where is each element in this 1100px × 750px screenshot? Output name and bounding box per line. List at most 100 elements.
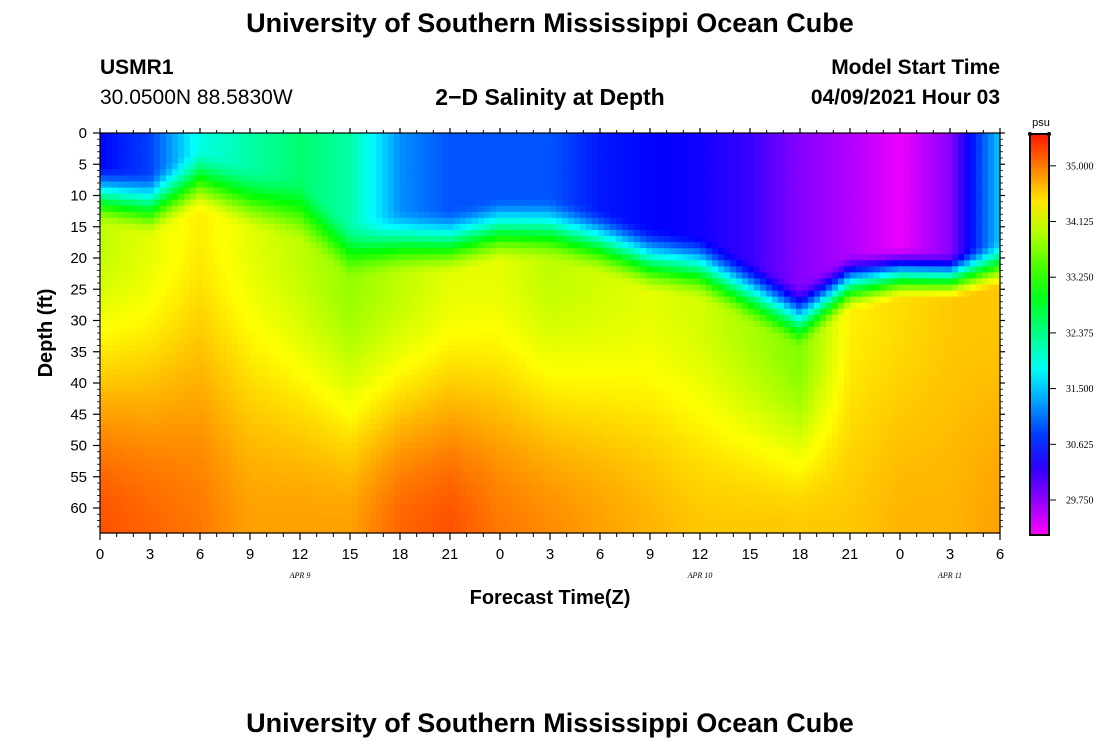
heatmap-cell — [478, 163, 485, 170]
heatmap-cell — [316, 478, 323, 486]
heatmap-cell — [118, 526, 125, 534]
heatmap-cell — [544, 333, 551, 340]
heatmap-cell — [154, 381, 161, 389]
heatmap-cell — [268, 496, 275, 504]
heatmap-cell — [418, 436, 425, 443]
heatmap-cell — [130, 357, 137, 364]
heatmap-cell — [472, 199, 479, 207]
heatmap-cell — [316, 326, 323, 334]
heatmap-cell — [280, 405, 287, 413]
heatmap-cell — [472, 205, 479, 213]
heatmap-cell — [484, 145, 491, 152]
heatmap-cell — [286, 351, 293, 358]
heatmap-cell — [412, 133, 419, 140]
heatmap-cell — [358, 333, 365, 340]
heatmap-cell — [178, 151, 185, 158]
heatmap-cell — [322, 211, 329, 219]
heatmap-cell — [442, 526, 449, 534]
heatmap-cell — [424, 272, 431, 280]
heatmap-cell — [154, 272, 161, 280]
heatmap-cell — [514, 405, 521, 413]
heatmap-cell — [394, 133, 401, 140]
heatmap-cell — [418, 320, 425, 328]
heatmap-cell — [466, 369, 473, 377]
heatmap-cell — [142, 254, 149, 261]
heatmap-cell — [544, 369, 551, 377]
heatmap-cell — [526, 429, 533, 437]
heatmap-cell — [214, 526, 221, 534]
heatmap-cell — [490, 314, 497, 322]
heatmap-cell — [106, 357, 113, 364]
heatmap-cell — [310, 448, 317, 455]
heatmap-cell — [214, 351, 221, 358]
heatmap-cell — [214, 236, 221, 243]
heatmap-cell — [466, 326, 473, 334]
heatmap-cell — [160, 272, 167, 280]
heatmap-cell — [520, 478, 527, 486]
heatmap-cell — [298, 242, 305, 249]
heatmap-cell — [106, 369, 113, 377]
heatmap-cell — [124, 290, 131, 298]
heatmap-cell — [178, 211, 185, 219]
heatmap-cell — [532, 302, 539, 310]
heatmap-cell — [298, 417, 305, 425]
heatmap-cell — [298, 169, 305, 177]
heatmap-cell — [274, 145, 281, 152]
heatmap-cell — [316, 472, 323, 480]
heatmap-cell — [208, 411, 215, 419]
heatmap-cell — [466, 278, 473, 286]
heatmap-cell — [514, 229, 521, 237]
heatmap-cell — [208, 242, 215, 249]
heatmap-cell — [310, 278, 317, 286]
heatmap-cell — [178, 145, 185, 152]
heatmap-cell — [376, 193, 383, 201]
heatmap-cell — [148, 345, 155, 352]
heatmap-cell — [196, 217, 203, 225]
heatmap-cell — [106, 248, 113, 255]
heatmap-cell — [460, 357, 467, 364]
heatmap-cell — [274, 423, 281, 431]
heatmap-cell — [508, 211, 515, 219]
heatmap-cell — [538, 448, 545, 455]
heatmap-cell — [286, 345, 293, 352]
heatmap-cell — [424, 393, 431, 401]
heatmap-cell — [484, 514, 491, 522]
heatmap-cell — [430, 351, 437, 358]
heatmap-cell — [244, 151, 251, 158]
heatmap-cell — [280, 393, 287, 401]
heatmap-cell — [394, 369, 401, 377]
heatmap-cell — [382, 242, 389, 249]
heatmap-cell — [250, 363, 257, 370]
heatmap-cell — [250, 193, 257, 201]
heatmap-cell — [268, 266, 275, 273]
heatmap-cell — [256, 254, 263, 261]
heatmap-cell — [370, 133, 377, 140]
heatmap-cell — [202, 223, 209, 231]
heatmap-cell — [340, 302, 347, 310]
heatmap-cell — [304, 351, 311, 358]
heatmap-cell — [160, 520, 167, 528]
heatmap-cell — [232, 187, 239, 195]
heatmap-cell — [262, 314, 269, 322]
heatmap-cell — [232, 260, 239, 267]
heatmap-cell — [142, 326, 149, 334]
heatmap-cell — [214, 442, 221, 449]
heatmap-cell — [382, 175, 389, 183]
heatmap-cell — [238, 145, 245, 152]
heatmap-cell — [292, 514, 299, 522]
heatmap-cell — [274, 157, 281, 164]
heatmap-cell — [160, 205, 167, 213]
heatmap-cell — [262, 169, 269, 177]
heatmap-cell — [262, 151, 269, 158]
heatmap-cell — [406, 278, 413, 286]
heatmap-cell — [112, 484, 119, 492]
heatmap-cell — [328, 314, 335, 322]
heatmap-cell — [508, 248, 515, 255]
heatmap-cell — [124, 326, 131, 334]
heatmap-cell — [466, 169, 473, 177]
heatmap-cell — [340, 308, 347, 316]
heatmap-cell — [148, 302, 155, 310]
heatmap-cell — [274, 193, 281, 201]
heatmap-cell — [256, 169, 263, 177]
heatmap-cell — [172, 302, 179, 310]
